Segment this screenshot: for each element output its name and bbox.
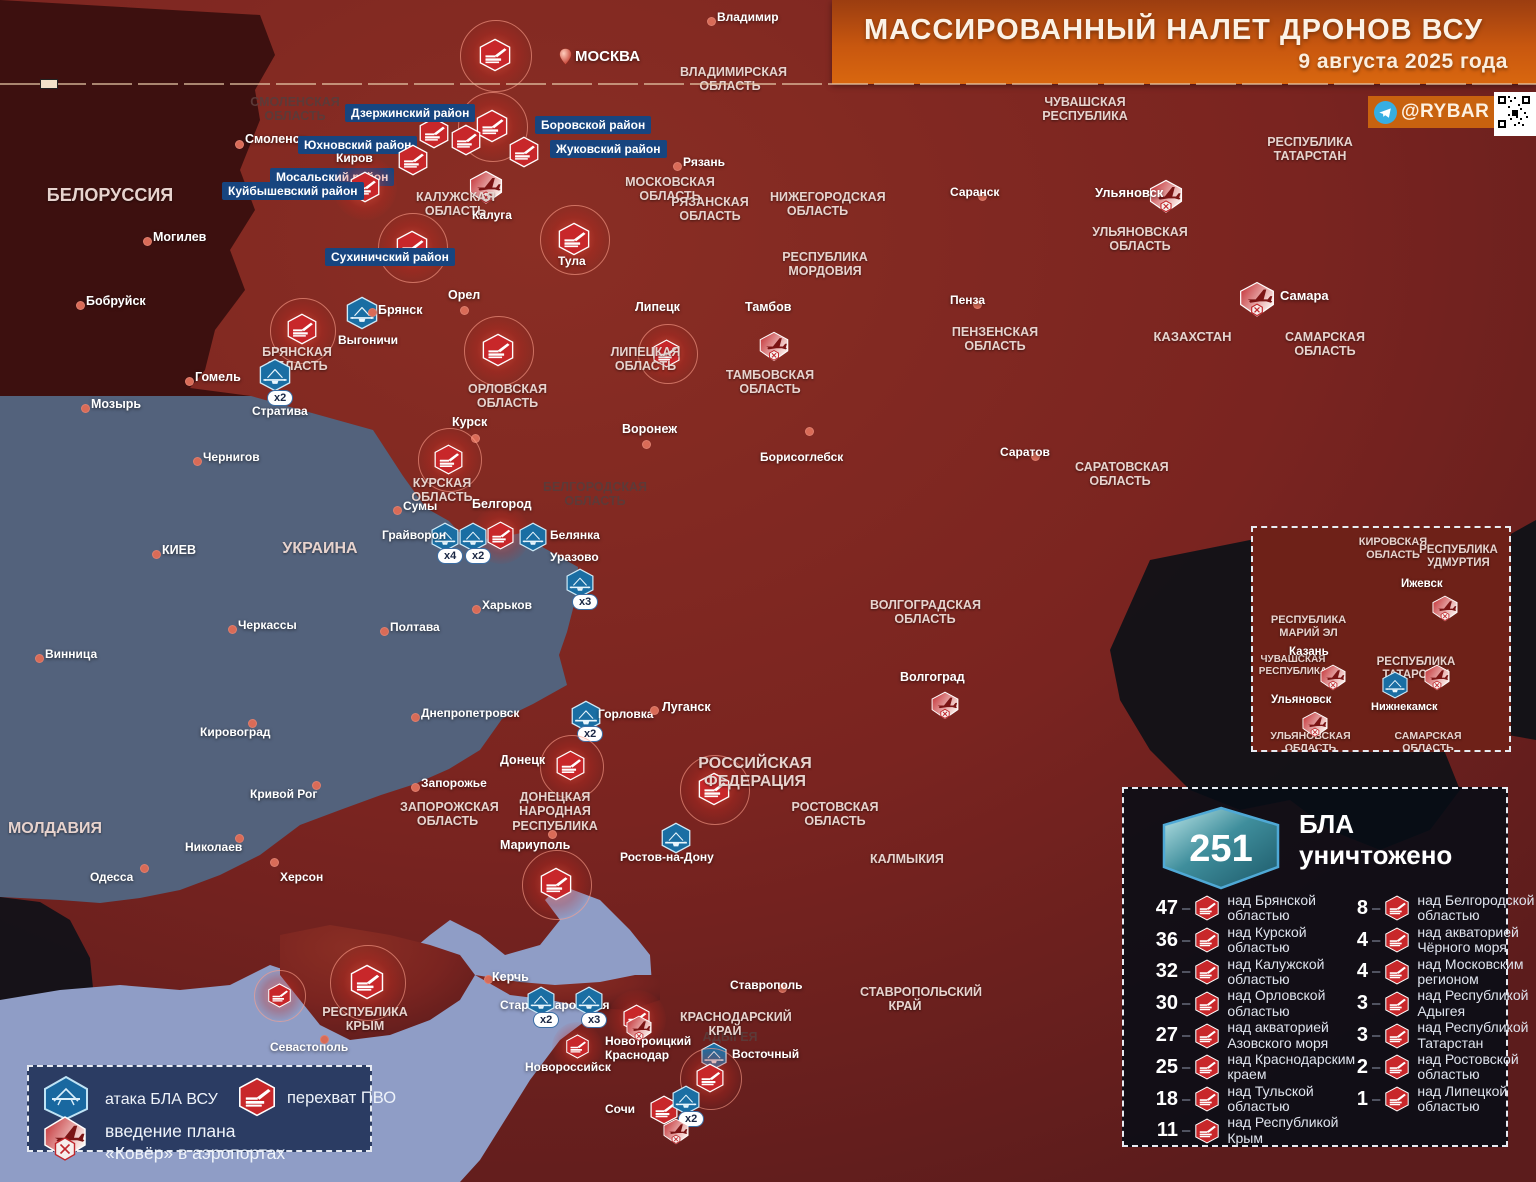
svg-text:атака БЛА ВСУ: атака БЛА ВСУ (105, 1091, 219, 1108)
svg-text:введение плана: введение плана (105, 1121, 236, 1141)
svg-text:перехват ПВО: перехват ПВО (287, 1089, 396, 1107)
svg-text:«Ковёр» в аэропортах: «Ковёр» в аэропортах (105, 1143, 285, 1163)
svg-text:251: 251 (1189, 828, 1252, 870)
